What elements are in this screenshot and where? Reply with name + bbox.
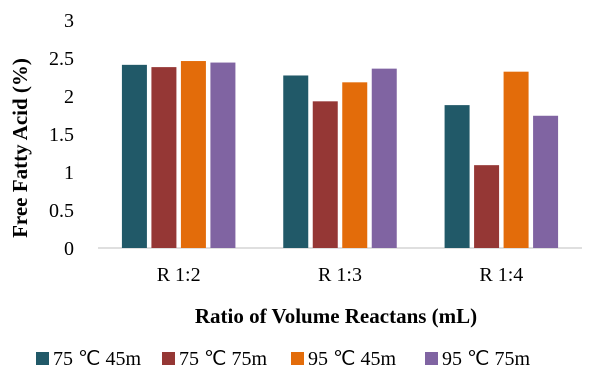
x-tick-label: R 1:3 [318, 264, 362, 286]
bars [121, 61, 559, 249]
y-tick-label: 0 [64, 238, 74, 260]
x-tick-label: R 1:2 [157, 264, 201, 286]
bar [342, 82, 368, 248]
bar [180, 61, 206, 248]
legend-item: 95 ℃ 75m [425, 348, 530, 370]
legend-item: 95 ℃ 45m [291, 348, 396, 370]
bar [312, 101, 338, 248]
bar [474, 165, 500, 248]
legend-swatch [291, 352, 304, 365]
legend-label: 95 ℃ 75m [442, 348, 530, 370]
bar [533, 115, 559, 248]
x-axis-ticks: R 1:2 R 1:3 R 1:4 [157, 264, 524, 286]
x-tick-label: R 1:4 [479, 264, 523, 286]
y-axis-ticks: 0 0.5 1 1.5 2 2.5 3 [49, 10, 74, 260]
legend-label: 75 ℃ 75m [179, 348, 267, 370]
legend-swatch [36, 352, 49, 365]
bar [503, 71, 529, 249]
legend-label: 95 ℃ 45m [308, 348, 396, 370]
y-tick-label: 3 [64, 10, 74, 32]
y-tick-label: 2 [64, 86, 74, 108]
x-axis-title: Ratio of Volume Reactans (mL) [195, 304, 477, 328]
bar [371, 68, 397, 248]
legend-item: 75 ℃ 45m [36, 348, 141, 370]
legend-item: 75 ℃ 75m [162, 348, 267, 370]
legend-label: 75 ℃ 45m [53, 348, 141, 370]
y-tick-label: 1.5 [49, 124, 74, 146]
bar [151, 67, 177, 249]
y-tick-label: 0.5 [49, 200, 74, 222]
bar [210, 62, 236, 249]
legend: 75 ℃ 45m 75 ℃ 75m 95 ℃ 45m 95 ℃ 75m [36, 348, 530, 370]
y-tick-label: 2.5 [49, 48, 74, 70]
legend-swatch [162, 352, 175, 365]
bar [444, 105, 470, 249]
bar [121, 64, 147, 248]
y-tick-label: 1 [64, 162, 74, 184]
y-axis-title: Free Fatty Acid (%) [8, 58, 32, 238]
legend-swatch [425, 352, 438, 365]
bar [283, 75, 309, 248]
